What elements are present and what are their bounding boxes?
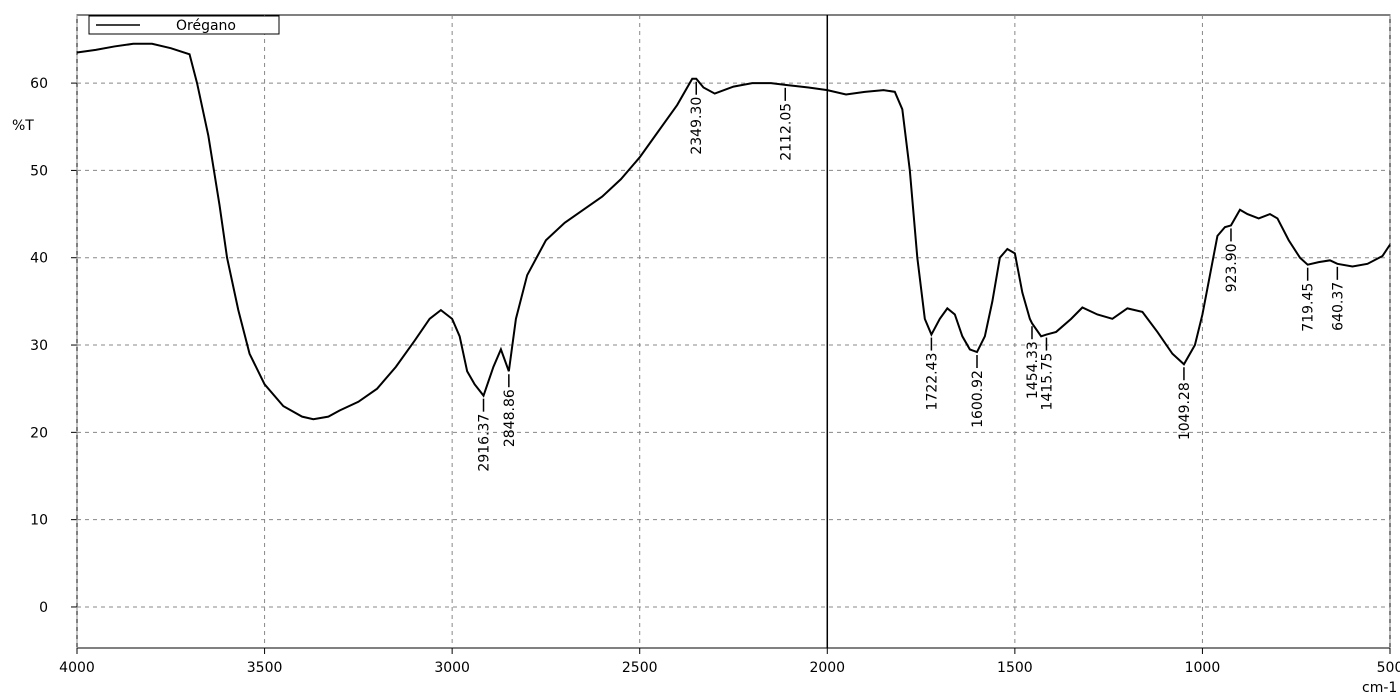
- x-tick-label: 1000: [1185, 660, 1221, 676]
- peak-label: 1454.33: [1025, 341, 1041, 399]
- x-tick-label: 3000: [434, 660, 470, 676]
- y-tick-label: 40: [30, 251, 48, 267]
- plot-frame: [76, 14, 1391, 649]
- peak-label: 1600.92: [970, 370, 986, 428]
- peak-label: 923.90: [1224, 243, 1240, 292]
- x-axis-label: cm-1: [1362, 680, 1397, 696]
- peak-label: 2112.05: [778, 103, 794, 161]
- y-tick-label: 20: [30, 425, 48, 441]
- x-tick-label: 4000: [59, 660, 95, 676]
- peak-label: 640.37: [1330, 282, 1346, 331]
- y-tick-label: 0: [39, 600, 48, 616]
- peak-label: 719.45: [1301, 283, 1317, 332]
- peak-label: 2848.86: [502, 389, 518, 447]
- peak-label: 2349.30: [689, 97, 705, 155]
- y-tick-label: 10: [30, 513, 48, 529]
- legend-box: [88, 15, 280, 35]
- peak-label: 1049.28: [1177, 382, 1193, 440]
- spectrum-line: [76, 42, 1391, 421]
- y-tick-label: 30: [30, 338, 48, 354]
- peak-label: 2916.37: [477, 414, 493, 472]
- y-axis-label: %T: [12, 118, 34, 134]
- x-tick-label: 500: [1377, 660, 1400, 676]
- x-tick-label: 2000: [809, 660, 845, 676]
- legend-label: Orégano: [176, 18, 236, 34]
- x-tick-label: 1500: [997, 660, 1033, 676]
- x-tick-label: 2500: [622, 660, 658, 676]
- x-tick-label: 3500: [247, 660, 283, 676]
- peak-label: 1722.43: [924, 353, 940, 411]
- y-tick-label: 60: [30, 76, 48, 92]
- y-tick-label: 50: [30, 163, 48, 179]
- peak-label: 1415.75: [1039, 353, 1055, 411]
